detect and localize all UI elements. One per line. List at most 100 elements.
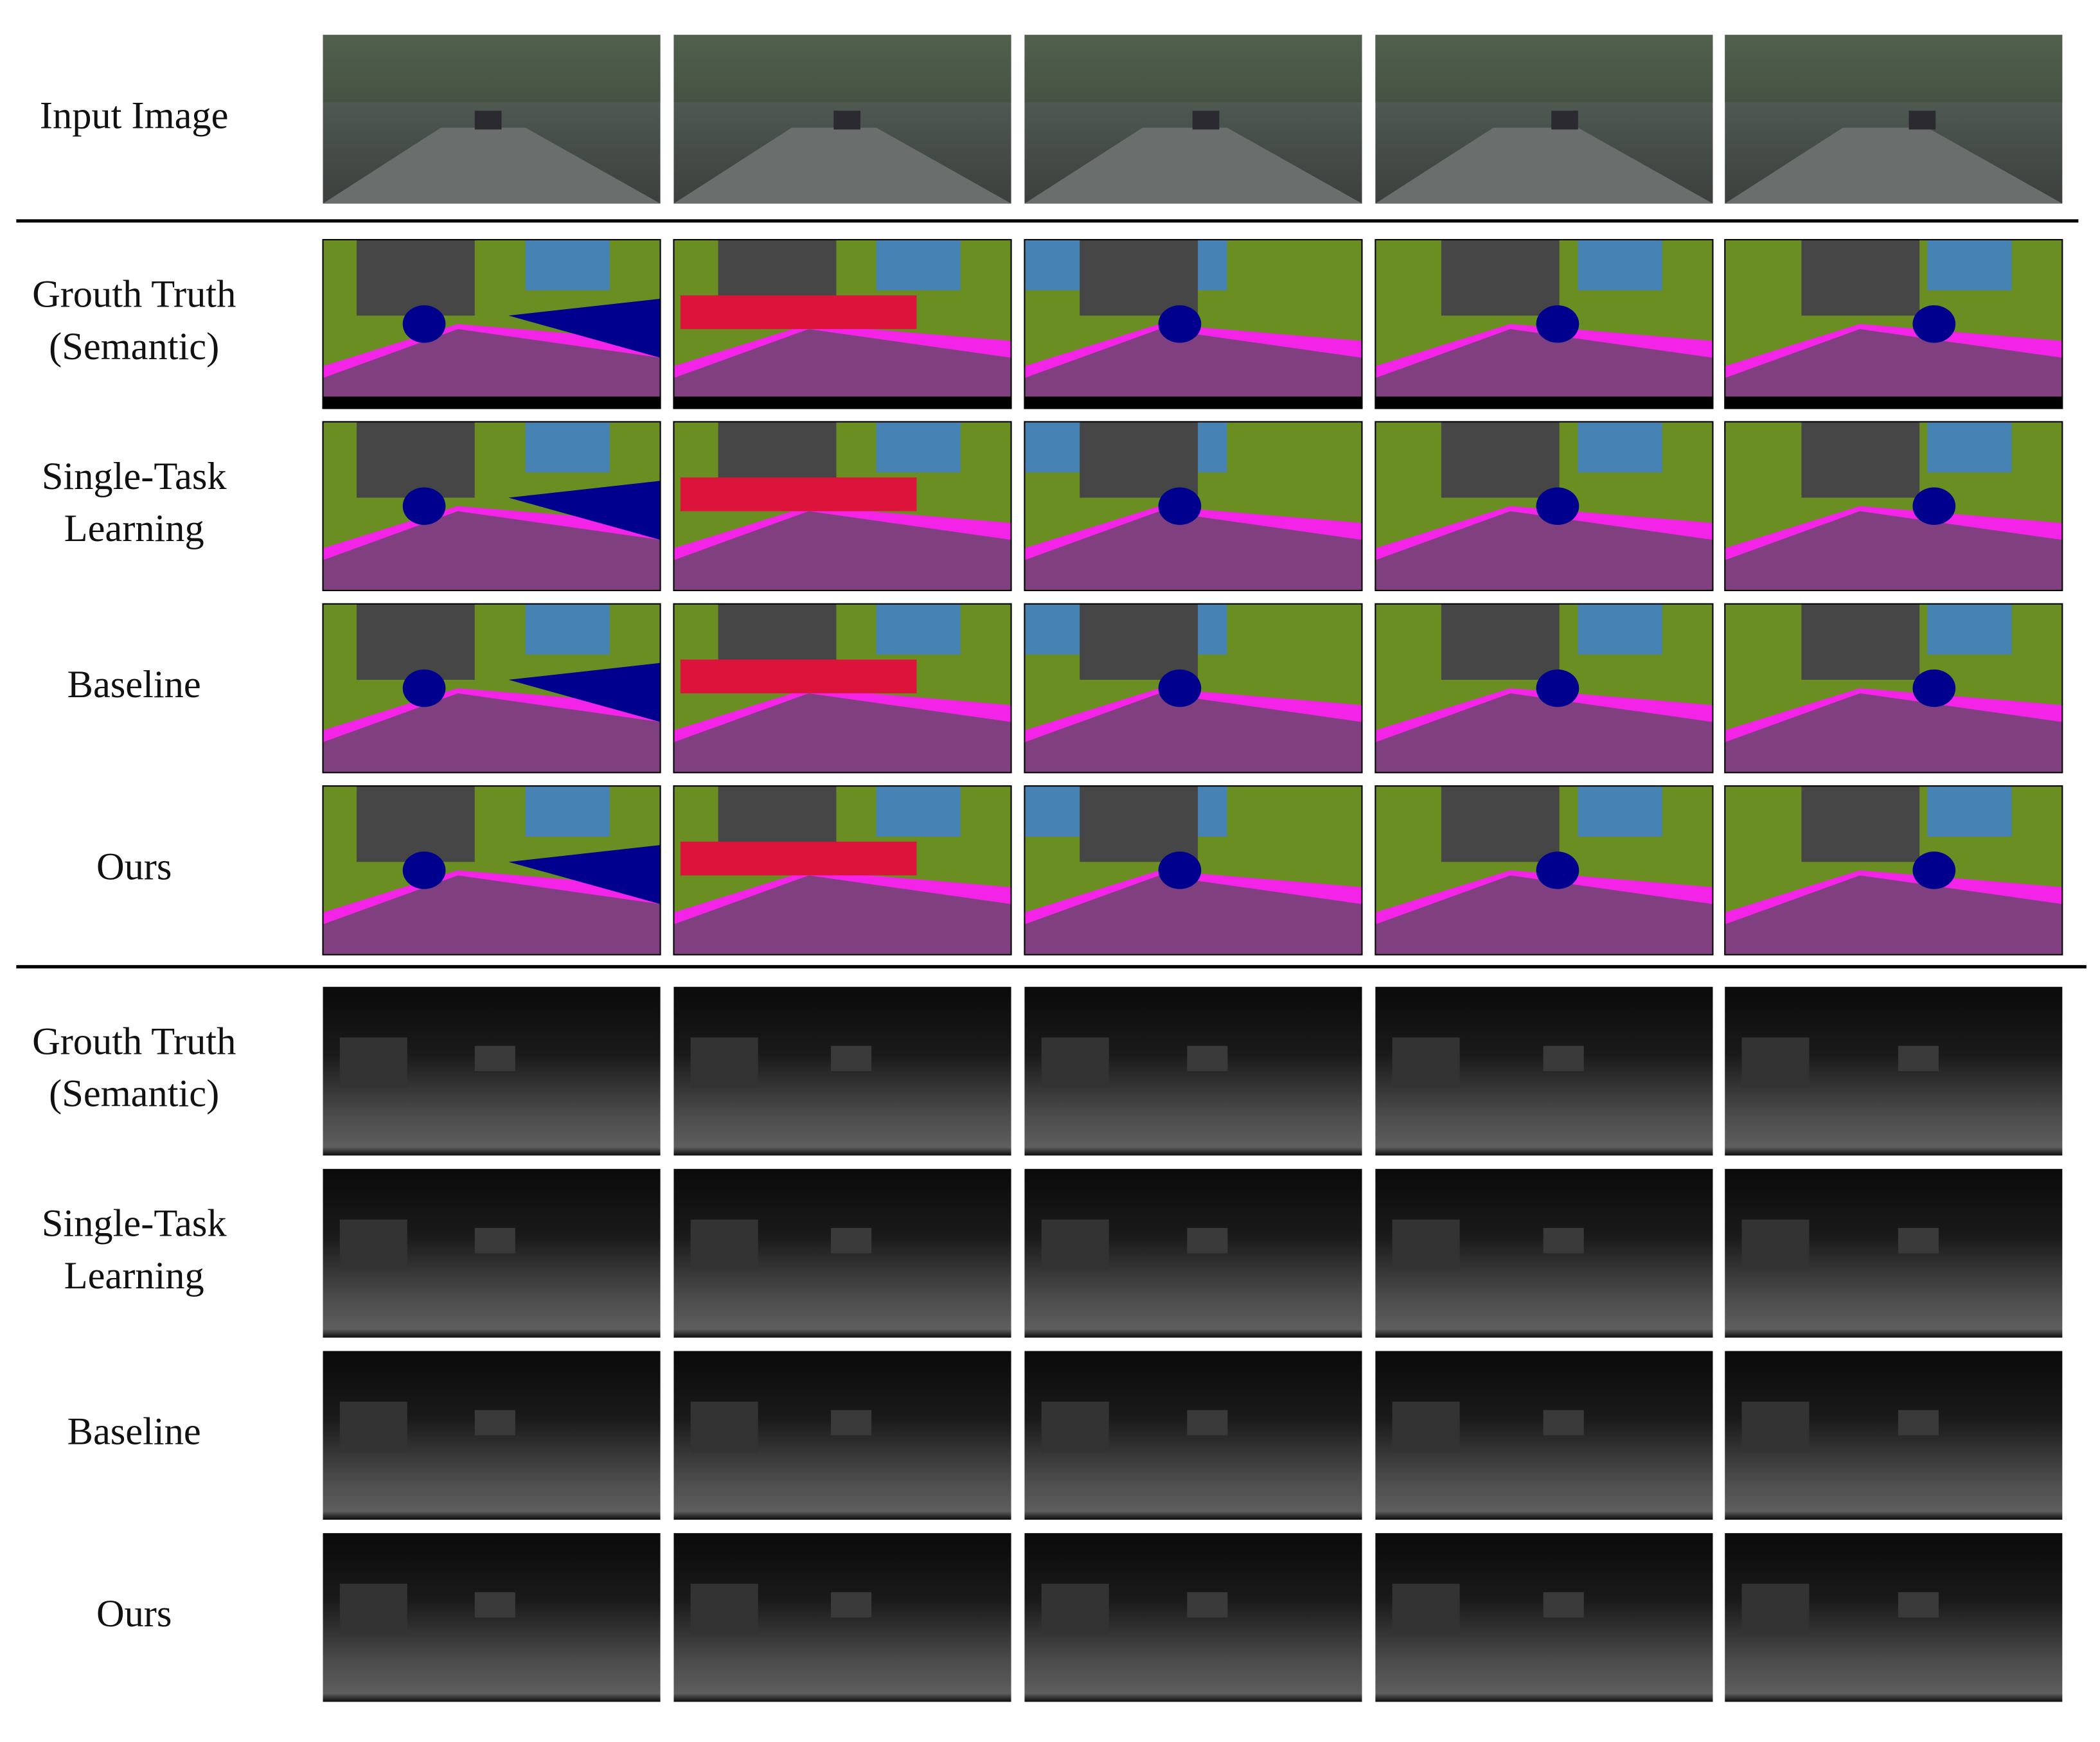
cell-image	[322, 238, 661, 409]
sky	[1578, 603, 1662, 655]
object	[1543, 1045, 1584, 1072]
road	[1725, 127, 2063, 204]
cell-image	[323, 35, 661, 204]
persons	[680, 477, 917, 511]
cars	[508, 481, 661, 540]
cell-image	[1024, 238, 1363, 409]
car	[1912, 851, 1956, 889]
cell-image	[673, 1169, 1011, 1338]
object	[1187, 1045, 1228, 1072]
sky	[876, 239, 961, 290]
cell-image	[673, 421, 1012, 591]
object	[690, 1583, 758, 1635]
object	[1392, 1037, 1460, 1089]
car	[402, 669, 446, 707]
frame	[1024, 421, 1363, 591]
cell-image	[1375, 1351, 1713, 1520]
object	[474, 1045, 515, 1072]
cell-image	[322, 603, 661, 774]
car	[1158, 851, 1202, 889]
row-label: Single-Task	[42, 455, 227, 498]
sky	[876, 786, 961, 837]
cell-image	[322, 785, 661, 955]
cell-image	[673, 1351, 1011, 1520]
cars	[508, 662, 661, 722]
car	[1158, 305, 1202, 343]
frame	[673, 603, 1012, 774]
cars	[508, 845, 661, 904]
trees	[673, 35, 1011, 103]
car	[1536, 487, 1579, 525]
building	[357, 239, 475, 316]
building	[1080, 603, 1198, 680]
row-label: (Semantic)	[49, 325, 219, 368]
ego	[1725, 396, 2063, 409]
ego	[673, 396, 1011, 409]
frame	[1724, 603, 2063, 774]
sky	[1927, 422, 2012, 473]
cell-image	[322, 421, 661, 591]
car	[1912, 669, 1956, 707]
cell-image	[1375, 603, 1714, 774]
car	[1192, 111, 1220, 130]
cell-image	[673, 986, 1011, 1156]
road	[1725, 875, 2063, 955]
object	[1898, 1228, 1939, 1254]
road	[1725, 511, 2063, 591]
cell-image	[323, 1533, 661, 1702]
car	[1536, 851, 1579, 889]
row-label: Grouth Truth	[32, 1020, 236, 1063]
sky	[1578, 422, 1662, 473]
road	[673, 511, 1011, 591]
cell-image	[1724, 421, 2063, 591]
cell-image	[1725, 986, 2063, 1156]
car	[833, 111, 860, 130]
cell-image	[1724, 603, 2063, 774]
car	[402, 487, 446, 525]
frame	[322, 785, 661, 955]
frame	[1375, 238, 1714, 409]
object	[1543, 1228, 1584, 1254]
cell-image	[1375, 785, 1714, 955]
trees	[323, 35, 661, 103]
cell-image	[673, 1533, 1011, 1702]
cell-image	[1024, 603, 1363, 774]
sky	[1578, 239, 1662, 290]
image-grid	[322, 35, 2063, 1702]
cell-image	[1724, 238, 2063, 409]
building	[357, 603, 475, 680]
sky	[876, 603, 961, 655]
row-label: Baseline	[67, 1410, 201, 1453]
frame	[673, 421, 1012, 591]
frame	[1024, 238, 1363, 409]
row-label: Baseline	[67, 663, 201, 706]
road	[1024, 127, 1362, 204]
object	[1741, 1401, 1810, 1453]
cell-image	[1024, 421, 1363, 591]
cell-image	[1024, 1169, 1362, 1338]
car	[1912, 305, 1956, 343]
road	[1024, 511, 1362, 591]
building	[1080, 239, 1198, 316]
building	[1441, 603, 1560, 680]
object	[1543, 1592, 1584, 1618]
road	[1725, 693, 2063, 773]
car	[402, 305, 446, 343]
row-labels: Input Image Grouth Truth (Semantic) Single-…	[32, 94, 236, 1635]
cell-image	[1375, 35, 1713, 204]
object	[339, 1583, 407, 1635]
row-label: (Semantic)	[49, 1072, 219, 1115]
cell-image	[1375, 1533, 1713, 1702]
road	[673, 127, 1011, 204]
row-label: Learning	[64, 507, 204, 550]
car	[1536, 669, 1579, 707]
object	[474, 1410, 515, 1435]
road	[323, 693, 661, 773]
road	[673, 875, 1011, 955]
persons	[680, 841, 917, 876]
sky	[876, 422, 961, 473]
frame	[1724, 421, 2063, 591]
object	[1041, 1583, 1109, 1635]
road	[1024, 693, 1362, 773]
object	[1898, 1410, 1939, 1435]
